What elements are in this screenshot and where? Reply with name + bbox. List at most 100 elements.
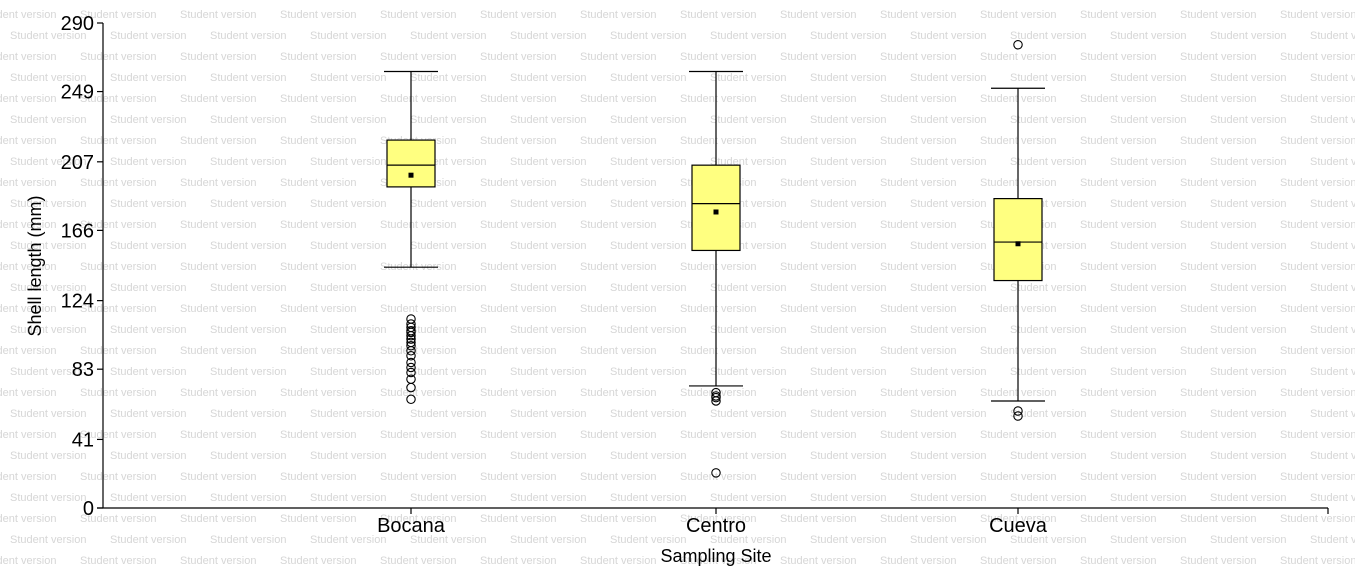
watermark-text: Student version (0, 471, 56, 483)
watermark-text: Student version (180, 177, 256, 189)
watermark-text: Student version (410, 492, 486, 504)
watermark-text: Student version (1080, 219, 1156, 231)
watermark-text: Student version (1280, 471, 1355, 483)
watermark-text: Student version (710, 492, 786, 504)
watermark-text: Student version (880, 345, 956, 357)
watermark-text: Student version (510, 72, 586, 84)
watermark-text: Student version (1310, 198, 1355, 210)
watermark-text: Student version (1280, 345, 1355, 357)
watermark-text: Student version (0, 177, 56, 189)
watermark-text: Student version (480, 345, 556, 357)
watermark-text: Student version (280, 471, 356, 483)
watermark-text: Student version (380, 9, 456, 21)
watermark-text: Student version (480, 303, 556, 315)
watermark-text: Student version (1080, 429, 1156, 441)
watermark-text: Student version (810, 72, 886, 84)
watermark-text: Student version (710, 366, 786, 378)
watermark-text: Student version (780, 429, 856, 441)
watermark-text: Student version (910, 114, 986, 126)
watermark-text: Student version (410, 72, 486, 84)
watermark-text: Student version (210, 198, 286, 210)
watermark-text: Student version (310, 366, 386, 378)
watermark-text: Student version (510, 114, 586, 126)
watermark-text: Student version (910, 156, 986, 168)
watermark-text: Student version (810, 492, 886, 504)
watermark-text: Student version (80, 429, 156, 441)
watermark-text: Student version (280, 9, 356, 21)
outlier-point (406, 382, 416, 393)
watermark-text: Student version (810, 450, 886, 462)
watermark-text: Student version (580, 513, 656, 525)
watermark-text: Student version (1210, 492, 1286, 504)
box-iqr (993, 198, 1043, 282)
watermark-text: Student version (280, 219, 356, 231)
watermark-text: Student version (980, 471, 1056, 483)
watermark-text: Student version (580, 93, 656, 105)
watermark-text: Student version (480, 261, 556, 273)
watermark-text: Student version (910, 450, 986, 462)
watermark-text: Student version (10, 240, 86, 252)
watermark-text: Student version (1010, 324, 1086, 336)
watermark-text: Student version (610, 282, 686, 294)
watermark-text: Student version (610, 534, 686, 546)
watermark-text: Student version (310, 450, 386, 462)
watermark-text: Student version (410, 114, 486, 126)
watermark-text: Student version (180, 345, 256, 357)
watermark-text: Student version (1280, 303, 1355, 315)
watermark-text: Student version (680, 345, 756, 357)
watermark-text: Student version (1310, 282, 1355, 294)
watermark-text: Student version (1080, 303, 1156, 315)
watermark-text: Student version (510, 198, 586, 210)
watermark-text: Student version (1080, 9, 1156, 21)
watermark-text: Student version (1110, 156, 1186, 168)
watermark-text: Student version (280, 261, 356, 273)
watermark-text: Student version (1110, 324, 1186, 336)
watermark-text: Student version (480, 513, 556, 525)
watermark-text: Student version (410, 324, 486, 336)
watermark-text: Student version (1080, 51, 1156, 63)
watermark-text: Student version (910, 408, 986, 420)
watermark-text: Student version (1080, 261, 1156, 273)
outlier-point (1013, 406, 1023, 416)
watermark-text: Student version (980, 9, 1056, 21)
watermark-text: Student version (10, 366, 86, 378)
watermark-text: Student version (510, 450, 586, 462)
watermark-text: Student version (0, 345, 56, 357)
watermark-text: Student version (110, 492, 186, 504)
watermark-text: Student version (80, 261, 156, 273)
watermark-text: Student version (1180, 177, 1256, 189)
y-ticks: 0 41 83 124 166 207 249 290 (61, 13, 103, 520)
x-ticks: Bocana Centro Cueva (377, 508, 1329, 537)
watermark-text: Student version (380, 51, 456, 63)
watermark-text: Student version (1110, 198, 1186, 210)
watermark-text: Student version (1210, 534, 1286, 546)
watermark-text: Student version (880, 135, 956, 147)
mean-marker (408, 172, 414, 178)
watermark-text: Student version (1310, 408, 1355, 420)
watermark-text: Student version (1180, 9, 1256, 21)
watermark-text: Student version (380, 429, 456, 441)
watermark-text: Student version (1180, 345, 1256, 357)
watermark-text: Student version (1210, 282, 1286, 294)
watermark-text: Student version (280, 303, 356, 315)
watermark-text: Student version (780, 513, 856, 525)
watermark-text: Student version (110, 240, 186, 252)
watermark-text: Student version (710, 30, 786, 42)
watermark-text: Student version (0, 9, 56, 21)
mean-marker (1015, 241, 1021, 247)
watermark-text: Student version (480, 387, 556, 399)
watermark-text: Student version (580, 135, 656, 147)
outlier-point (406, 330, 416, 341)
watermark-text: Student version (810, 114, 886, 126)
watermark-text: Student version (1110, 72, 1186, 84)
watermark-text: Student version (1080, 387, 1156, 399)
y-tick-label: 290 (61, 13, 94, 35)
watermark-text: Student version (10, 198, 86, 210)
watermark-text: Student version (610, 366, 686, 378)
watermark-text: Student version (380, 513, 456, 525)
watermark-text: Student version (1180, 135, 1256, 147)
watermark-text: Student version (580, 471, 656, 483)
outlier-point (406, 314, 416, 324)
watermark-text: Student version (1010, 156, 1086, 168)
